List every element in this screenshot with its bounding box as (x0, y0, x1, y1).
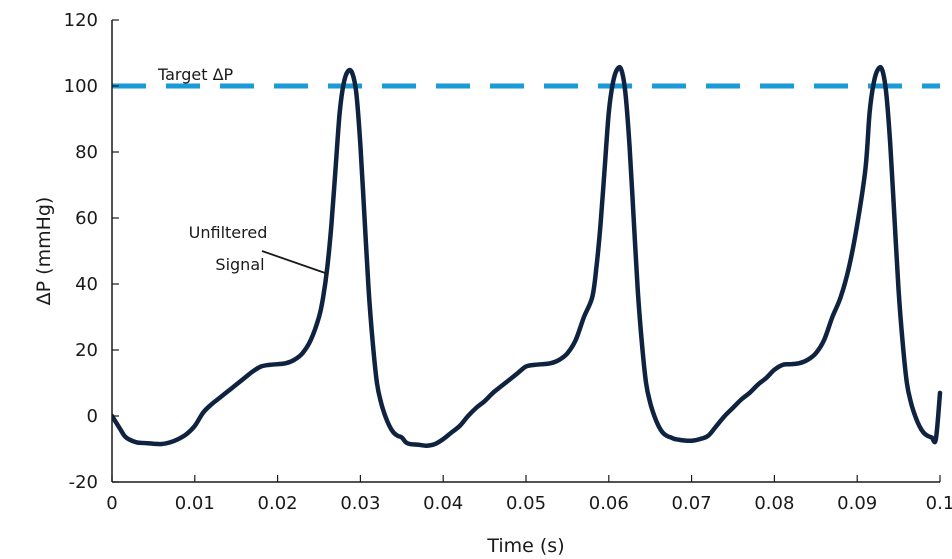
y-tick-label: 120 (64, 10, 98, 31)
x-tick-label: 0.08 (754, 493, 794, 514)
x-tick-label: 0.09 (837, 493, 877, 514)
y-tick-label: 100 (64, 76, 98, 97)
signal-annotation: Signal (215, 255, 264, 274)
x-axis-ticks: 0 0.01 0.02 0.03 0.04 0.05 0.06 0.07 0.08 0.09 0.1 (106, 475, 952, 514)
y-axis-title: ΔP (mmHg) (33, 197, 55, 306)
x-tick-label: 0.01 (175, 493, 215, 514)
y-tick-label: 40 (75, 274, 98, 295)
y-axis-ticks: -20 0 20 40 60 80 100 120 (64, 10, 119, 493)
annotations: Target ΔP Unfiltered Signal (157, 65, 329, 275)
y-tick-label: -20 (69, 472, 98, 493)
x-tick-label: 0 (106, 493, 117, 514)
x-tick-label: 0.05 (506, 493, 546, 514)
x-tick-label: 0.02 (258, 493, 298, 514)
target-annotation: Target ΔP (157, 65, 234, 84)
x-tick-label: 0.04 (423, 493, 463, 514)
x-tick-label: 0.03 (340, 493, 380, 514)
series-unfiltered-signal (112, 64, 943, 448)
x-axis-title: Time (s) (486, 535, 564, 557)
x-tick-label: 0.1 (926, 493, 952, 514)
x-tick-label: 0.06 (589, 493, 629, 514)
y-tick-label: 0 (87, 406, 98, 427)
plot-area (112, 64, 943, 448)
unfiltered-annotation: Unfiltered (189, 223, 268, 242)
y-tick-label: 60 (75, 208, 98, 229)
y-tick-label: 20 (75, 340, 98, 361)
x-tick-label: 0.07 (672, 493, 712, 514)
y-tick-label: 80 (75, 142, 98, 163)
annotation-leader-line (261, 250, 329, 275)
